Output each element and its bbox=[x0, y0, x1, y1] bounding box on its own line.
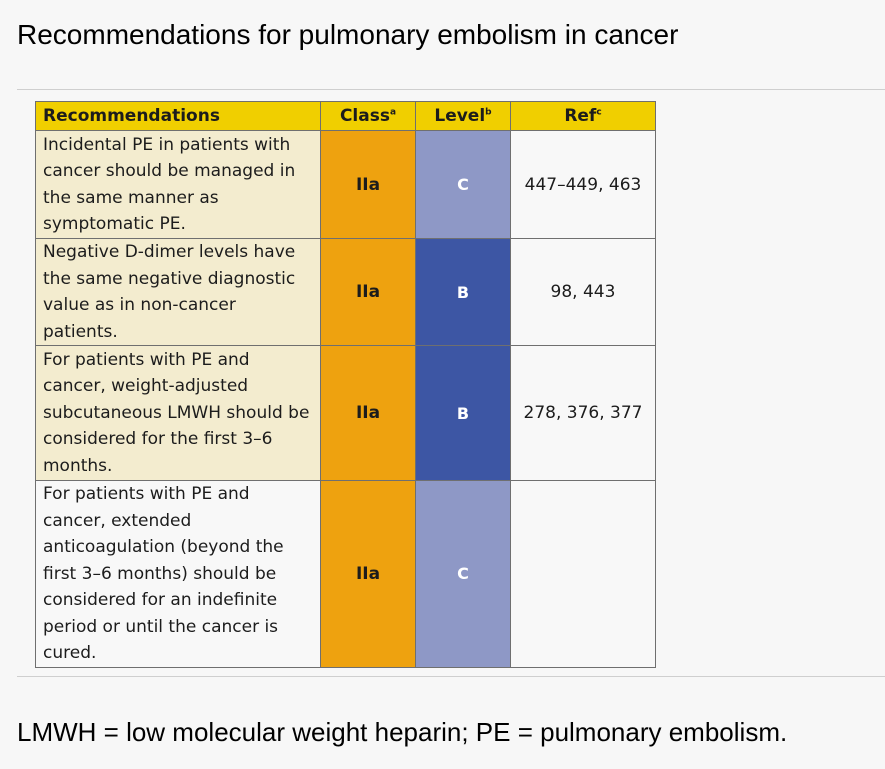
header-recommendations: Recommendations bbox=[35, 101, 321, 131]
level-cell: C bbox=[415, 480, 511, 668]
ref-cell bbox=[510, 480, 656, 668]
ref-cell: 278, 376, 377 bbox=[510, 345, 656, 481]
bottom-divider bbox=[17, 676, 885, 677]
table-header-row: Recommendations Classa Levelb Refc bbox=[35, 101, 656, 131]
recommendation-cell: Negative D-dimer levels have the same ne… bbox=[35, 238, 321, 346]
table-row: Negative D-dimer levels have the same ne… bbox=[35, 238, 656, 346]
recommendation-cell: For patients with PE and cancer, extende… bbox=[35, 480, 321, 668]
table-row: Incidental PE in patients with cancer sh… bbox=[35, 130, 656, 239]
recommendation-cell: Incidental PE in patients with cancer sh… bbox=[35, 130, 321, 239]
level-cell: B bbox=[415, 238, 511, 346]
class-cell: IIa bbox=[320, 480, 416, 668]
level-cell: B bbox=[415, 345, 511, 481]
footnote: LMWH = low molecular weight heparin; PE … bbox=[17, 717, 788, 747]
recommendations-table: Recommendations Classa Levelb Refc Incid… bbox=[35, 101, 656, 668]
header-class: Classa bbox=[320, 101, 416, 131]
ref-cell: 447–449, 463 bbox=[510, 130, 656, 239]
header-ref: Refc bbox=[510, 101, 656, 131]
class-cell: IIa bbox=[320, 130, 416, 239]
table-row: For patients with PE and cancer, weight-… bbox=[35, 345, 656, 481]
level-cell: C bbox=[415, 130, 511, 239]
page-title: Recommendations for pulmonary embolism i… bbox=[17, 19, 679, 50]
ref-cell: 98, 443 bbox=[510, 238, 656, 346]
recommendation-cell: For patients with PE and cancer, weight-… bbox=[35, 345, 321, 481]
top-divider bbox=[17, 89, 885, 90]
header-level: Levelb bbox=[415, 101, 511, 131]
class-cell: IIa bbox=[320, 238, 416, 346]
table-row: For patients with PE and cancer, extende… bbox=[35, 480, 656, 668]
class-cell: IIa bbox=[320, 345, 416, 481]
